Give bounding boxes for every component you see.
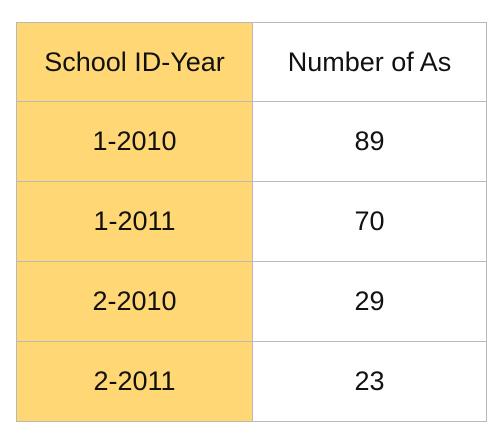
header-row: School ID-Year Number of As	[17, 23, 487, 102]
table-row: 1-2010 89	[17, 102, 487, 182]
row-value-cell: 29	[253, 262, 487, 342]
table-row: 2-2010 29	[17, 262, 487, 342]
row-value-cell: 23	[253, 342, 487, 422]
data-table: School ID-Year Number of As 1-2010 89 1-…	[16, 22, 487, 422]
table-row: 2-2011 23	[17, 342, 487, 422]
table-header: School ID-Year Number of As	[17, 23, 487, 102]
row-key-cell: 2-2010	[17, 262, 253, 342]
header-number-of-as: Number of As	[253, 23, 487, 102]
row-value-cell: 89	[253, 102, 487, 182]
row-key-cell: 1-2010	[17, 102, 253, 182]
table-body: 1-2010 89 1-2011 70 2-2010 29 2-2011 23	[17, 102, 487, 422]
row-value-cell: 70	[253, 182, 487, 262]
table-row: 1-2011 70	[17, 182, 487, 262]
row-key-cell: 2-2011	[17, 342, 253, 422]
header-school-id-year: School ID-Year	[17, 23, 253, 102]
row-key-cell: 1-2011	[17, 182, 253, 262]
